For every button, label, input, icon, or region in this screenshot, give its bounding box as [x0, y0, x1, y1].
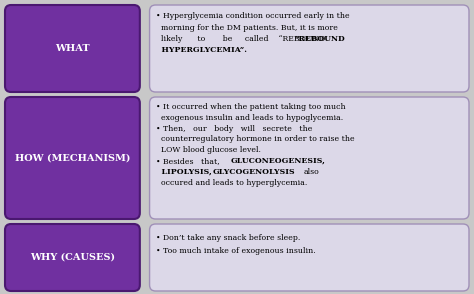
Text: HYPERGLYCEMIA”.: HYPERGLYCEMIA”.: [155, 46, 246, 54]
Text: • Besides   that,: • Besides that,: [155, 157, 219, 165]
FancyBboxPatch shape: [5, 224, 140, 291]
FancyBboxPatch shape: [5, 5, 140, 92]
Text: morning for the DM patients. But, it is more: morning for the DM patients. But, it is …: [155, 24, 337, 31]
Text: WHY (CAUSES): WHY (CAUSES): [30, 253, 115, 262]
Text: • Don’t take any snack before sleep.: • Don’t take any snack before sleep.: [155, 234, 300, 242]
FancyBboxPatch shape: [5, 97, 140, 219]
Text: HOW (MECHANISM): HOW (MECHANISM): [15, 153, 130, 163]
Text: also: also: [303, 168, 319, 176]
Text: exogenous insulin and leads to hypoglycemia.: exogenous insulin and leads to hypoglyce…: [155, 114, 343, 122]
Text: “REBOUND: “REBOUND: [294, 35, 346, 43]
Text: LIPOLYSIS,: LIPOLYSIS,: [155, 168, 211, 176]
Text: • It occurred when the patient taking too much: • It occurred when the patient taking to…: [155, 103, 345, 111]
Text: occured and leads to hyperglycemia.: occured and leads to hyperglycemia.: [155, 178, 307, 187]
Text: • Too much intake of exogenous insulin.: • Too much intake of exogenous insulin.: [155, 247, 315, 255]
Text: GLYCOGENOLYSIS: GLYCOGENOLYSIS: [212, 168, 295, 176]
Text: WHAT: WHAT: [55, 44, 90, 53]
Text: GLUCONEOGENESIS,: GLUCONEOGENESIS,: [230, 157, 326, 165]
Text: likely      to       be     called    “REBOUND: likely to be called “REBOUND: [155, 35, 325, 43]
FancyBboxPatch shape: [150, 97, 469, 219]
Text: • Hyperglycemia condition occurred early in the: • Hyperglycemia condition occurred early…: [155, 12, 349, 20]
FancyBboxPatch shape: [150, 224, 469, 291]
FancyBboxPatch shape: [150, 5, 469, 92]
Text: LOW blood glucose level.: LOW blood glucose level.: [155, 146, 261, 154]
Text: counterregulatory hormone in order to raise the: counterregulatory hormone in order to ra…: [155, 136, 354, 143]
Text: • Then,   our   body   will   secrete   the: • Then, our body will secrete the: [155, 125, 312, 133]
